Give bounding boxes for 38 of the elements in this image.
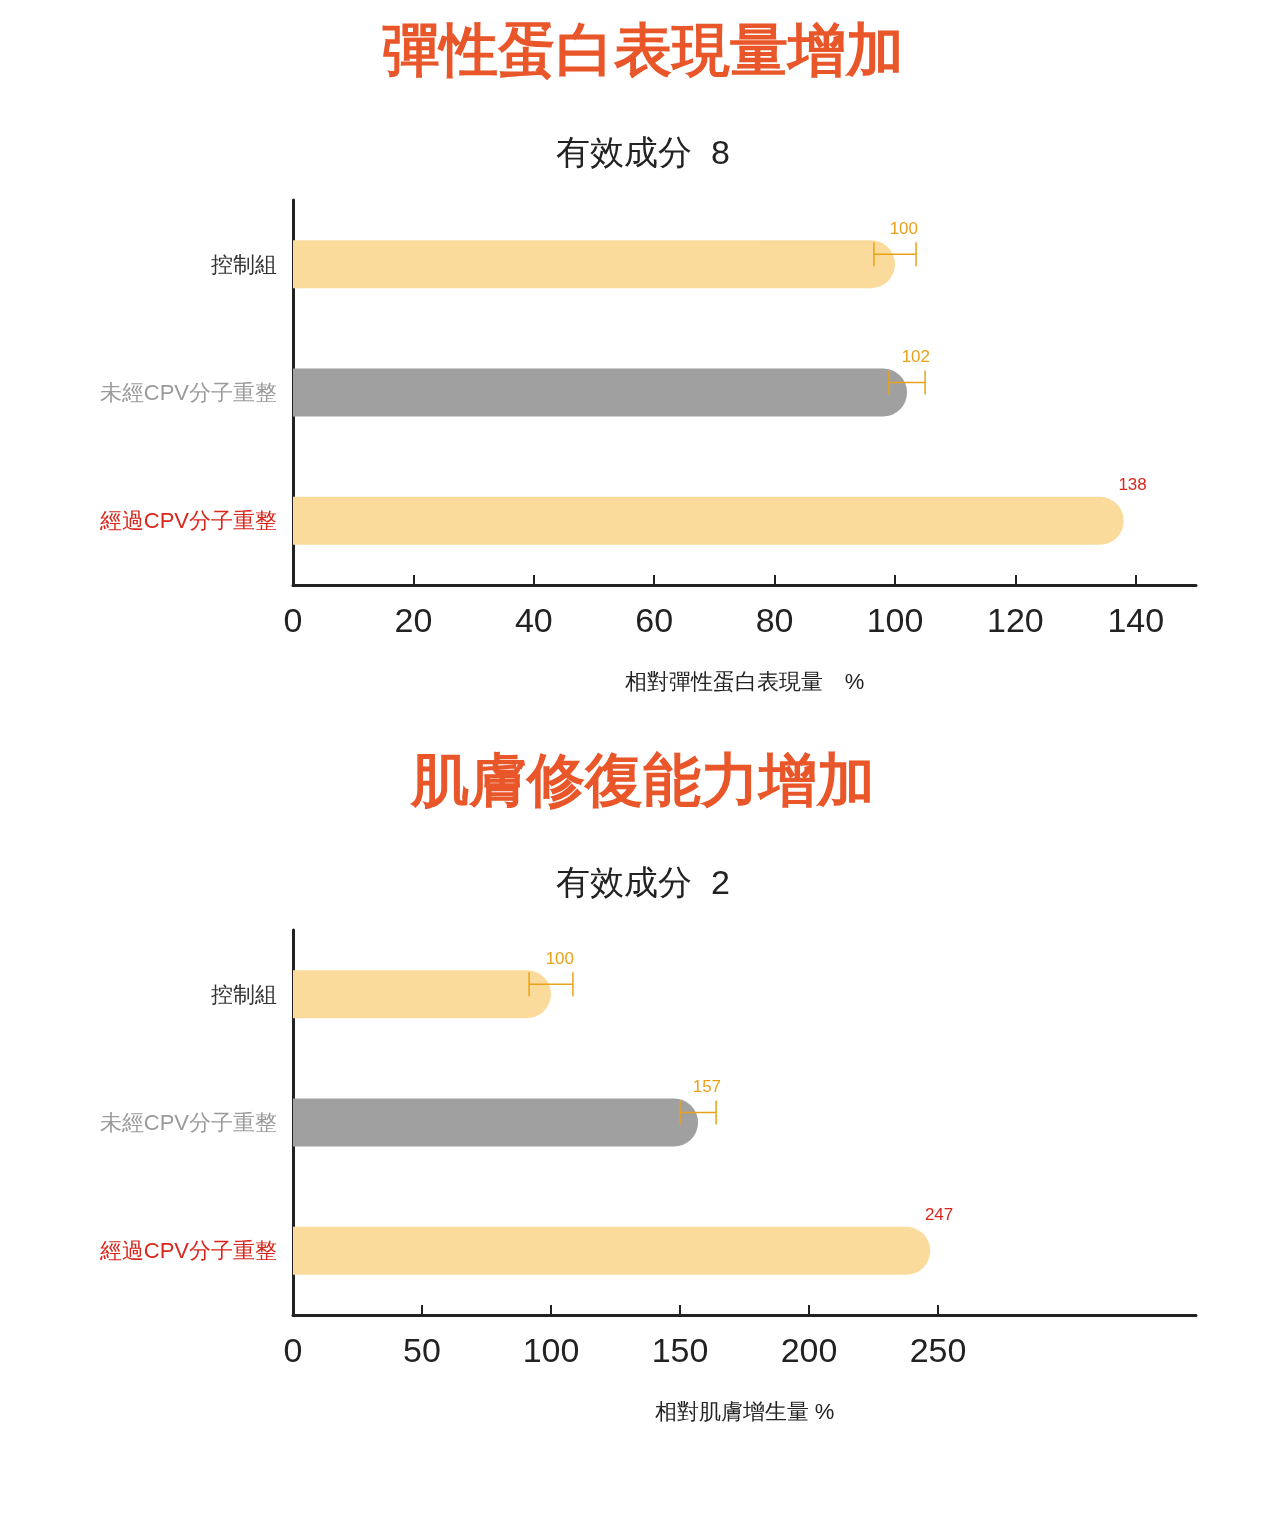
y-tick-label: 經過CPV分子重整 (98, 508, 277, 534)
data-label: 100 (545, 948, 574, 968)
x-tick-label: 60 (635, 601, 674, 639)
x-tick-label: 40 (514, 601, 553, 639)
x-tick-label: 80 (755, 601, 794, 639)
x-axis-title: 相對彈性蛋白表現量 % (624, 668, 865, 694)
data-label: 247 (924, 1205, 954, 1225)
data-label: 138 (1118, 475, 1147, 495)
x-tick-label: 50 (403, 1331, 441, 1369)
y-tick-label: 經過CPV分子重整 (98, 1238, 277, 1264)
bar (293, 496, 1124, 545)
bar (293, 1226, 931, 1275)
x-tick-label: 0 (283, 1331, 303, 1369)
chart-title: 肌膚修復能力增加 (409, 746, 875, 812)
data-label: 102 (901, 347, 931, 366)
bar (293, 1098, 699, 1147)
x-axis-title: 相對肌膚增生量 % (654, 1398, 835, 1424)
x-tick-label: 100 (866, 601, 924, 639)
chart-title: 彈性蛋白表現量增加 (382, 16, 904, 82)
bar (293, 970, 551, 1019)
chart-subtitle: 有效成分 8 (556, 133, 730, 171)
x-tick-label: 120 (987, 601, 1044, 639)
chart-subtitle: 有效成分 2 (556, 863, 730, 901)
y-tick-label: 未經CPV分子重整 (99, 380, 277, 405)
data-label: 157 (692, 1077, 722, 1096)
x-tick-label: 200 (780, 1331, 838, 1369)
y-tick-label: 控制組 (211, 981, 277, 1007)
data-label: 100 (889, 218, 918, 238)
x-tick-label: 150 (651, 1331, 709, 1369)
x-tick-label: 140 (1107, 601, 1165, 639)
x-tick-label: 100 (522, 1331, 580, 1369)
x-tick-label: 0 (283, 601, 303, 639)
y-tick-label: 控制組 (211, 251, 277, 277)
x-tick-label: 250 (909, 1331, 967, 1369)
bar (293, 368, 908, 417)
bar (293, 240, 895, 289)
x-tick-label: 20 (394, 601, 433, 639)
y-tick-label: 未經CPV分子重整 (99, 1110, 277, 1135)
